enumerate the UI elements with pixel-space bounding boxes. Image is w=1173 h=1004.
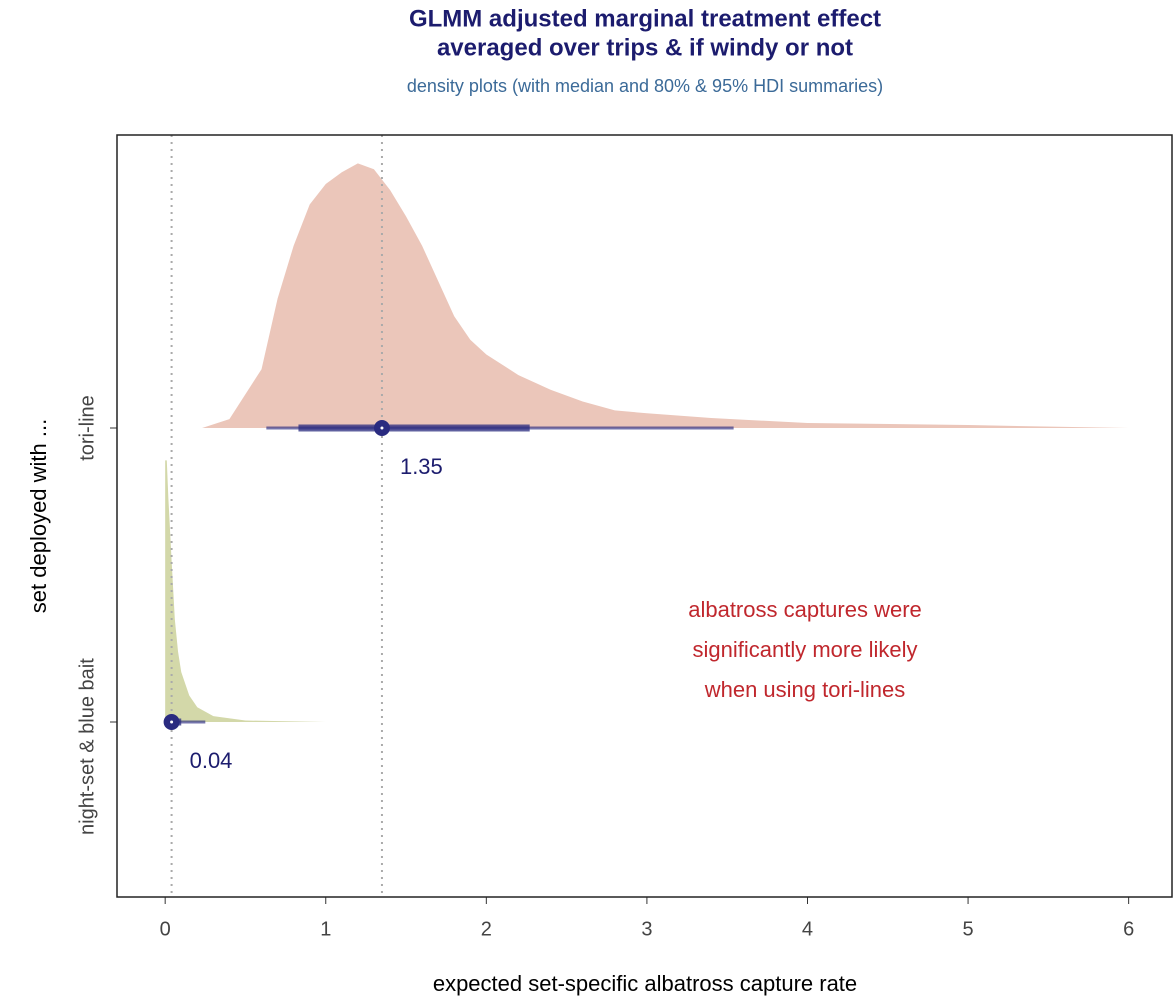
x-tick-label: 1 (320, 918, 331, 940)
median-point-center (170, 720, 174, 724)
x-tick-label: 0 (160, 918, 171, 940)
annotation: albatross captures were (688, 597, 922, 622)
x-tick-label: 6 (1123, 918, 1134, 940)
y-tick-label: tori-line (76, 395, 98, 461)
y-axis-title: set deployed with ... (26, 419, 51, 613)
chart-title: averaged over trips & if windy or not (437, 34, 853, 61)
x-tick-label: 4 (802, 918, 813, 940)
median-label: 0.04 (190, 748, 233, 773)
x-tick-label: 3 (641, 918, 652, 940)
panel-border (116, 134, 1173, 898)
density (165, 460, 326, 722)
median-label: 1.35 (400, 454, 443, 479)
density (202, 163, 1129, 428)
y-tick-label: night-set & blue bait (76, 658, 98, 835)
chart-title: GLMM adjusted marginal treatment effect (409, 5, 881, 32)
annotation: when using tori-lines (704, 677, 906, 702)
x-tick-label: 5 (963, 918, 974, 940)
x-axis-title: expected set-specific albatross capture … (433, 971, 857, 996)
chart-subtitle: density plots (with median and 80% & 95%… (407, 76, 883, 96)
median-point-center (380, 426, 384, 430)
x-tick-label: 2 (481, 918, 492, 940)
annotation: significantly more likely (693, 637, 918, 662)
